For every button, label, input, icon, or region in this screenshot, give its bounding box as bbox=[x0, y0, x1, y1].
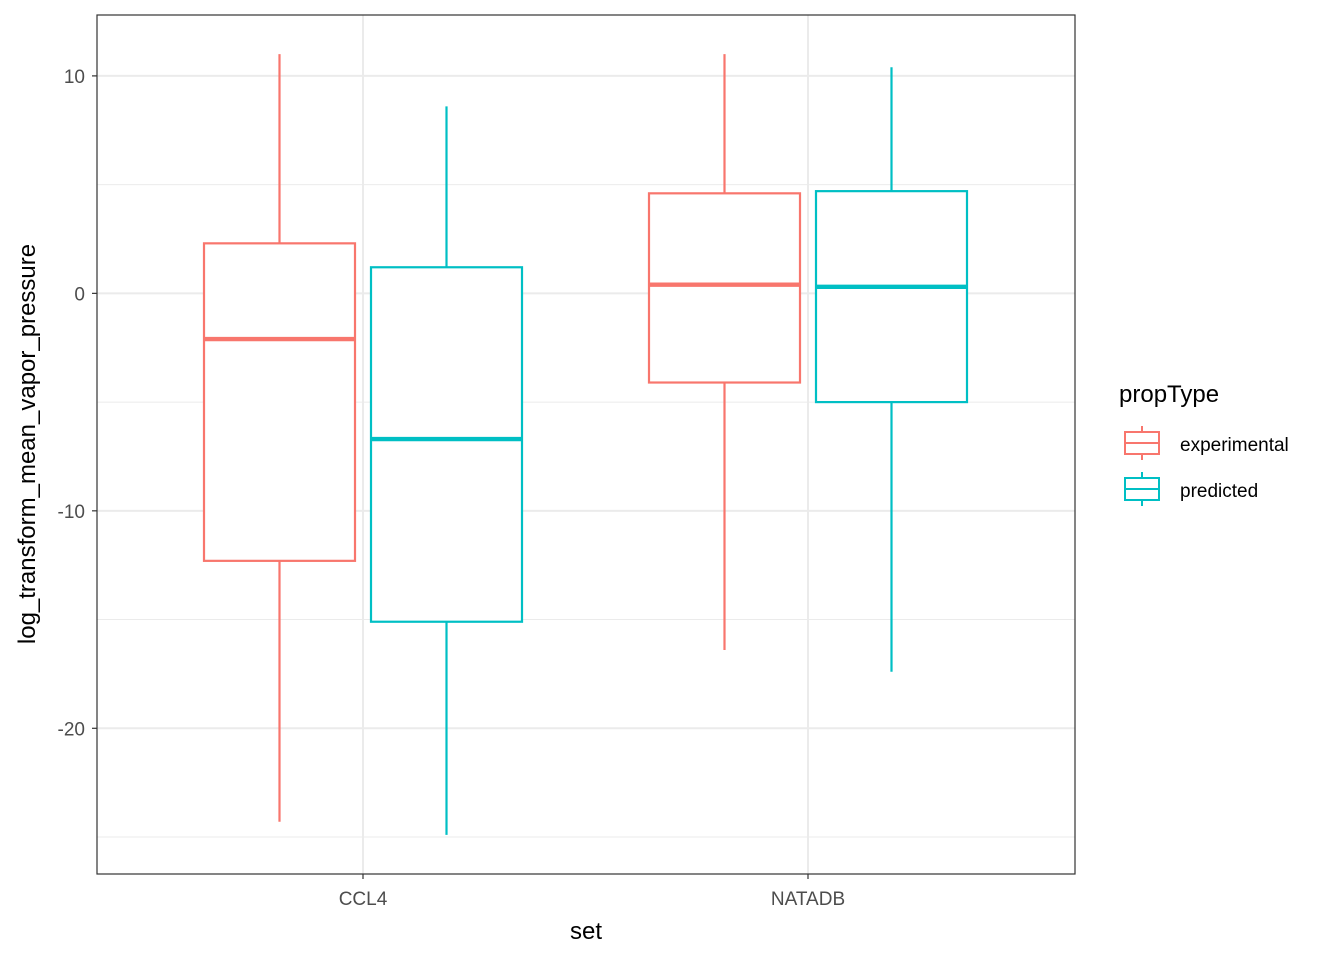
y-tick-label: 0 bbox=[74, 284, 85, 305]
legend: propType experimental predicted bbox=[1119, 381, 1289, 506]
axes: 10 0 -10 -20 CCL4 NATADB bbox=[58, 67, 846, 910]
legend-title: propType bbox=[1119, 381, 1219, 408]
box-experimental-NATADB bbox=[647, 54, 802, 651]
x-tick-label: NATADB bbox=[771, 889, 845, 910]
iqr-box bbox=[814, 190, 969, 404]
box-predicted-CCL4 bbox=[369, 106, 524, 835]
iqr-box bbox=[369, 266, 524, 623]
legend-item-predicted: predicted bbox=[1124, 472, 1258, 506]
y-tick-label: 10 bbox=[64, 67, 85, 88]
iqr-box bbox=[647, 192, 802, 384]
x-axis-title: set bbox=[570, 918, 602, 945]
panel-border bbox=[96, 14, 1076, 875]
y-tick-label: -10 bbox=[58, 502, 85, 523]
iqr-box bbox=[202, 242, 357, 562]
x-tick-label: CCL4 bbox=[339, 889, 388, 910]
boxes bbox=[202, 54, 969, 835]
legend-item-experimental: experimental bbox=[1124, 426, 1289, 460]
legend-label: experimental bbox=[1180, 435, 1289, 456]
y-tick-label: -20 bbox=[58, 719, 85, 740]
legend-label: predicted bbox=[1180, 481, 1258, 502]
box-predicted-NATADB bbox=[814, 67, 969, 672]
box-experimental-CCL4 bbox=[202, 54, 357, 822]
grid-lines bbox=[97, 15, 1075, 874]
y-axis-title: log_transform_mean_vapor_pressure bbox=[14, 244, 41, 644]
